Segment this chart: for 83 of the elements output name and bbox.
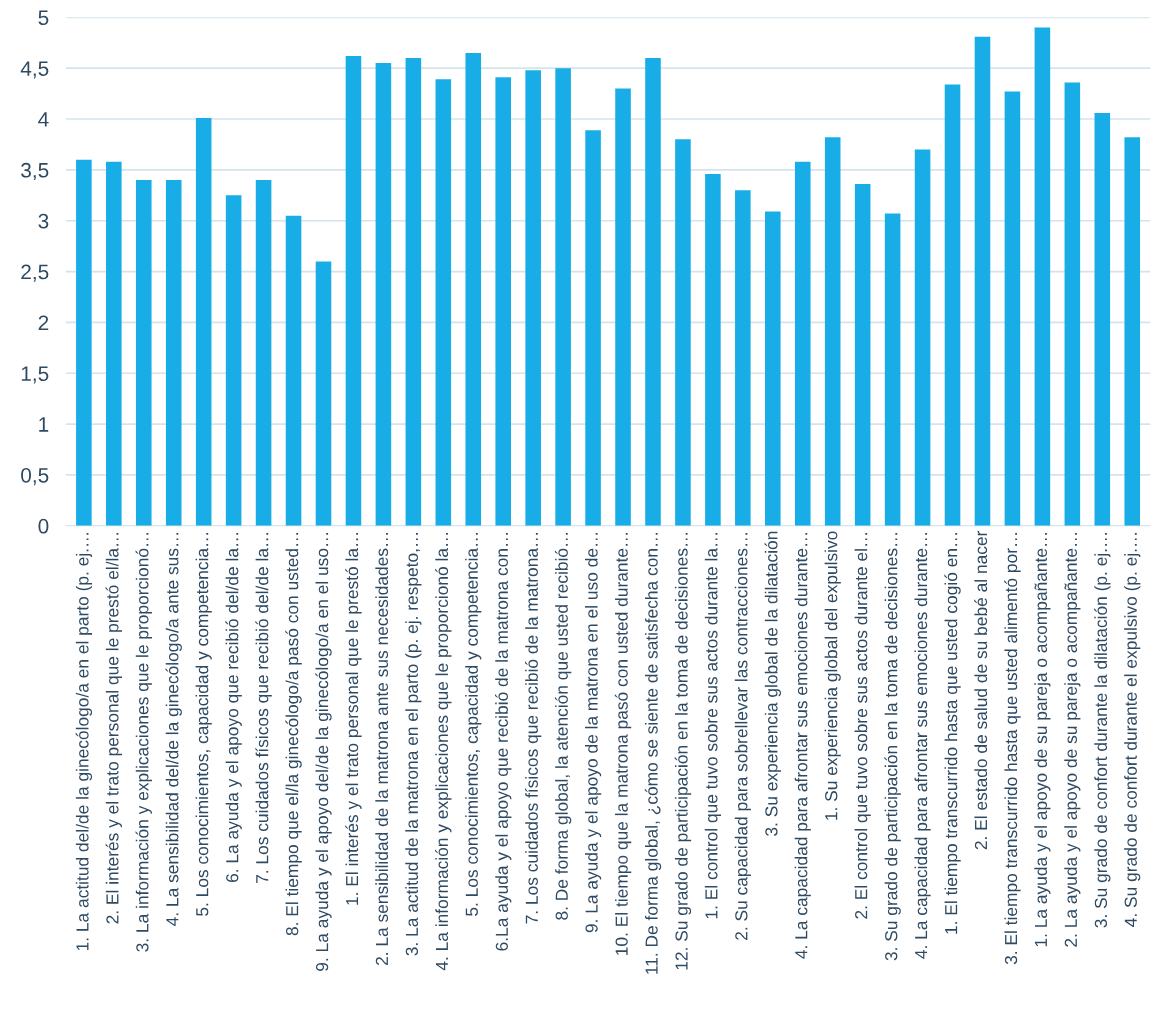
- x-tick-label: 4. Su grado de confort durante el expulsivo (p. ej.…: [1124, 532, 1141, 927]
- bar: [585, 130, 601, 526]
- bar: [555, 68, 571, 526]
- bar: [974, 36, 991, 526]
- bar: [315, 261, 332, 526]
- x-tick-label: 1. El control que tuvo sobre sus actos durante la…: [704, 533, 721, 919]
- bar: [1034, 27, 1051, 526]
- x-tick-label: 4. La capacidad para afrontar sus emociones durante…: [914, 532, 931, 959]
- bar: [435, 79, 452, 526]
- x-tick-label: 3. El tiempo transcurrido hasta que usted alimentó por…: [1004, 532, 1021, 965]
- x-tick-label: 2. La sensibilidad de la matrona ante sus necesidades…: [375, 532, 389, 966]
- x-tick-label: 3. La información y explicaciones que le proporcionó…: [135, 532, 152, 952]
- y-tick-label: 2,5: [21, 264, 49, 282]
- y-tick-label: 3: [38, 213, 49, 229]
- x-tick-label: 11. De forma global, ¿cómo se siente de satisfecha con…: [644, 532, 662, 974]
- bar: [675, 139, 691, 526]
- x-tick-label: 2. El estado de salud de su bebé al nacer: [974, 530, 988, 850]
- x-tick-label: 1. Su experiencia global del expulsivo: [824, 531, 841, 820]
- x-tick-label: 6. La ayuda y el apoyo que recibió del/de la…: [225, 533, 242, 883]
- bar: [854, 184, 871, 526]
- bar: [465, 52, 482, 526]
- bar: [195, 118, 212, 526]
- x-tick-label: 6.La ayuda y el apoyo que recibió de la matrona con…: [495, 532, 512, 951]
- x-tick-label: 5. Los conocimientos, capacidad y competencia…: [195, 533, 212, 916]
- bar: [705, 173, 721, 526]
- x-tick-label: 4. La capacidad para afrontar sus emociones durante…: [794, 532, 811, 959]
- x-tick-label: 10. El tiempo que la matrona pasó con usted durante…: [614, 532, 632, 955]
- bar: [884, 213, 901, 526]
- bar: [225, 195, 242, 526]
- bar: [375, 63, 392, 526]
- bar: [345, 55, 362, 526]
- bar: [794, 161, 811, 526]
- bar: [1124, 137, 1141, 526]
- x-tick-label: 3. Su experiencia global de la dilatación: [764, 531, 781, 836]
- x-tick-label: 1. El tiempo transcurrido hasta que usted cogió en…: [944, 532, 961, 934]
- x-tick-label: 2. La ayuda y el apoyo de su pareja o acompañante…: [1064, 532, 1081, 947]
- bar: [645, 58, 661, 526]
- x-tick-label: 3. Su grado de participación en la toma de decisiones…: [884, 532, 901, 961]
- x-tick-label: 3. La actitud de la matrona en el parto (p. ej. respeto,…: [405, 532, 422, 956]
- x-tick-label: 2. El control que tuvo sobre sus actos durante el…: [854, 533, 871, 919]
- bar: [914, 149, 931, 526]
- bar: [735, 190, 751, 526]
- bar: [495, 77, 512, 526]
- y-tick-label: 1,5: [21, 366, 49, 384]
- bar: [765, 211, 781, 526]
- x-tick-label: 8. El tiempo que el/la ginecólogo/a pasó con usted…: [285, 532, 302, 936]
- bar: [405, 58, 422, 526]
- x-tick-label: 2. Su capacidad para sobrellevar las contracciones…: [734, 533, 751, 940]
- bar: [944, 84, 961, 526]
- bar: [106, 161, 122, 526]
- x-tick-label: 8. De forma global, la atención que usted recibió…: [554, 532, 572, 920]
- y-tick-label: 0,5: [21, 467, 49, 486]
- y-tick-label: 5: [38, 10, 49, 26]
- bar: [285, 215, 302, 526]
- x-tick-label: 1. El interés y el trato personal que le prestó la…: [345, 533, 362, 905]
- bar: [135, 180, 152, 526]
- y-tick-label: 1: [39, 417, 49, 432]
- y-tick-label: 2: [38, 315, 49, 330]
- y-tick-label: 4: [38, 112, 49, 127]
- x-tick-label: 2. El interés y el trato personal que le prestó el/la…: [105, 533, 123, 924]
- bar: [1094, 112, 1111, 526]
- bar: [824, 137, 841, 526]
- x-tick-label: 4. La información y explicaciones que le proporcionó la…: [435, 532, 452, 971]
- bar: [1004, 91, 1021, 526]
- x-tick-label: 1. La ayuda y el apoyo de su pareja o acompañante…: [1034, 532, 1051, 947]
- bar: [615, 88, 631, 526]
- x-tick-label: 3. Su grado de confort durante la dilatación (p. ej.…: [1094, 532, 1111, 928]
- bar: [525, 70, 541, 526]
- y-tick-label: 4,5: [20, 61, 49, 79]
- x-tick-label: 4. La sensibilidad del/de la ginecólogo/a ante sus…: [165, 532, 182, 926]
- x-tick-label: 5. Los conocimientos, capacidad y competencia…: [465, 533, 482, 916]
- bar: [165, 180, 182, 526]
- y-tick-label: 3,5: [21, 162, 49, 181]
- x-tick-label: 7. Los cuidados físicos que recibió del/de la…: [255, 533, 272, 883]
- y-tick-label: 0: [38, 518, 49, 534]
- bar: [255, 180, 272, 526]
- bar: [76, 159, 92, 526]
- bar: [1064, 82, 1081, 526]
- x-tick-label: 9. La ayuda y el apoyo del/de la ginecólogo/a en el uso…: [315, 532, 332, 971]
- x-tick-label: 9. La ayuda y el apoyo de la matrona en el uso de…: [584, 532, 602, 933]
- x-tick-label: 7. Los cuidados físicos que recibió de la matrona…: [524, 533, 542, 924]
- x-tick-label: 12. Su grado de participación en la toma de decisiones…: [674, 532, 692, 970]
- x-tick-label: 1. La actitud del/de la ginecólogo/a en el parto (p. ej.…: [75, 532, 93, 951]
